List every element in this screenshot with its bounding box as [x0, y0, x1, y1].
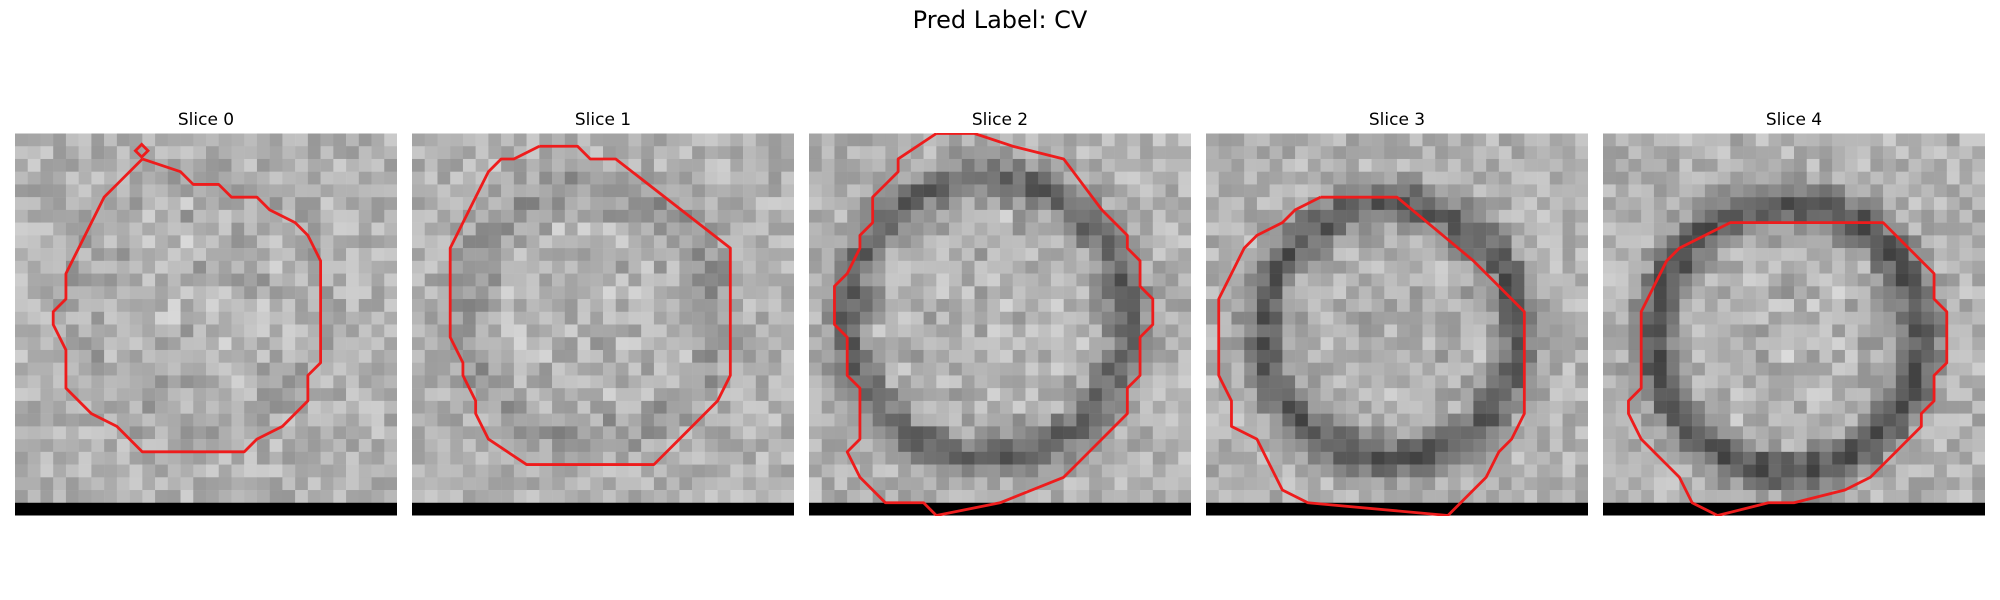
panel-title-slice-0: Slice 0 — [177, 110, 235, 130]
panel-title-slice-4: Slice 4 — [1765, 110, 1823, 130]
panel-title-slice-2: Slice 2 — [971, 110, 1029, 130]
segmentation-outline-2 — [833, 133, 1155, 516]
slice-image-3 — [1206, 133, 1588, 516]
segmentation-outline-3 — [1217, 195, 1526, 516]
panel-title-slice-1: Slice 1 — [574, 110, 632, 130]
figure-title: Pred Label: CV — [912, 6, 1088, 34]
segmentation-outline-0 — [51, 157, 323, 454]
panel-title-slice-3: Slice 3 — [1368, 110, 1426, 130]
segmentation-outline-1 — [448, 144, 732, 466]
slice-image-4 — [1603, 133, 1985, 516]
slice-image-0 — [15, 133, 397, 516]
segmentation-outline-fragment — [133, 142, 150, 159]
slice-image-1 — [412, 133, 794, 516]
segmentation-outline-4 — [1627, 221, 1949, 516]
slice-image-2 — [809, 133, 1191, 516]
